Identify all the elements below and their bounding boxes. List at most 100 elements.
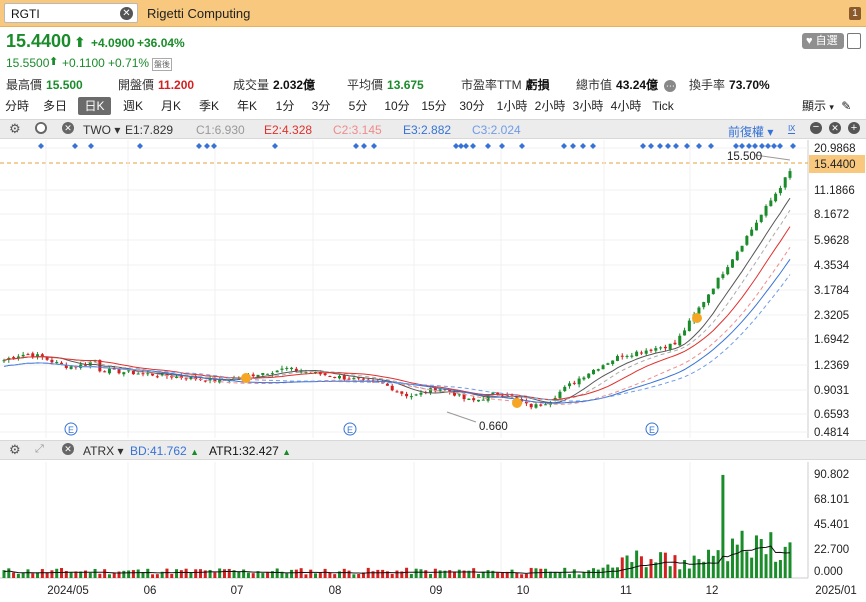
volume-bar [783, 546, 787, 578]
candle-body [778, 188, 782, 194]
volume-bar [754, 535, 758, 578]
volume-bar [438, 570, 442, 578]
tab-yearly[interactable]: 年K [236, 99, 257, 113]
candle-body [596, 369, 600, 371]
tab-multiday[interactable]: 多日 [42, 99, 67, 113]
tab-weekly[interactable]: 週K [122, 99, 143, 113]
volume-bar [486, 570, 490, 578]
candle-body [611, 360, 615, 365]
volume-bar [122, 570, 126, 578]
volume-bar [213, 572, 217, 578]
volume-bar [64, 570, 68, 578]
close-panel-icon[interactable]: ✕ [829, 122, 841, 134]
window-number-badge[interactable]: 1 [849, 7, 861, 20]
volume-bar [558, 572, 562, 578]
tab-15min[interactable]: 15分 [421, 99, 447, 113]
candle-body [69, 366, 73, 370]
tab-3min[interactable]: 3分 [311, 99, 331, 113]
volume-bar [357, 574, 361, 578]
candle-body [716, 277, 720, 289]
time-axis-label: 08 [329, 585, 342, 597]
eye-icon[interactable]: ⬤ [35, 122, 47, 134]
candle-body [683, 330, 687, 336]
candle-body [735, 251, 739, 261]
volume-bar [385, 571, 389, 578]
tab-30min[interactable]: 30分 [459, 99, 485, 113]
tab-tick[interactable]: Tick [652, 99, 674, 113]
stat-average: 平均價 13.675 [347, 78, 424, 92]
candle-body [40, 354, 44, 358]
candle-body [26, 354, 30, 356]
volume-bar [290, 569, 294, 578]
tab-intraday[interactable]: 分時 [4, 99, 29, 113]
candle-body [103, 371, 107, 373]
signal-diamond-marker [673, 143, 679, 149]
volume-bar [12, 572, 16, 578]
close-indicator-icon[interactable]: ✕ [62, 122, 74, 134]
volume-bar [678, 569, 682, 578]
document-icon[interactable] [847, 33, 861, 49]
tab-quarterly[interactable]: 季K [198, 99, 219, 113]
display-menu[interactable]: 顯示 ▾ ✎ [802, 97, 851, 116]
volume-bar [409, 573, 413, 578]
volume-bar [93, 568, 97, 578]
symbol-value: RGTI [11, 7, 40, 21]
watchlist-button[interactable]: ♥ 自選 [802, 33, 844, 49]
volume-bar [548, 571, 552, 578]
volume-bar [160, 571, 164, 578]
earnings-marker [64, 422, 78, 436]
signal-diamond-marker [570, 143, 576, 149]
volume-bar [400, 571, 404, 578]
volume-bar [194, 569, 198, 578]
volume-bar [16, 573, 20, 578]
price-change-pct: +36.04% [137, 36, 185, 50]
volume-bar [131, 570, 135, 578]
candle-body [12, 357, 16, 359]
indicator-name[interactable]: TWO ▾ [83, 123, 121, 137]
signal-diamond-marker [648, 143, 654, 149]
tab-1min[interactable]: 1分 [275, 99, 295, 113]
expand-icon[interactable]: ⤢ [35, 443, 44, 455]
volume-bar [726, 561, 730, 578]
candle-body [520, 399, 524, 403]
price-axis-label: 3.1784 [814, 285, 850, 297]
more-icon[interactable]: ⋯ [664, 80, 677, 92]
candle-body [299, 371, 303, 373]
pen-icon[interactable]: ✎ [841, 99, 852, 113]
tab-4hour[interactable]: 4小時 [610, 99, 642, 113]
tab-monthly[interactable]: 月K [160, 99, 181, 113]
settings-icon[interactable]: ⚙ [9, 121, 21, 136]
clear-icon[interactable]: ✕ [120, 7, 133, 20]
ma-e2-line [3, 226, 791, 401]
stat-turnover: 換手率 73.70% [689, 78, 770, 92]
tab-3hour[interactable]: 3小時 [572, 99, 604, 113]
volume-bar [218, 568, 222, 578]
candle-body [333, 376, 337, 378]
volume-bar [414, 568, 418, 578]
sub-settings-icon[interactable]: ⚙ [9, 442, 21, 457]
zoom-in-icon[interactable]: + [848, 122, 860, 134]
tab-daily[interactable]: 日K [78, 97, 111, 115]
volume-bar [352, 574, 356, 578]
close-sub-indicator-icon[interactable]: ✕ [62, 443, 74, 455]
symbol-search-input[interactable]: RGTI ✕ [4, 3, 138, 23]
candle-body [189, 376, 193, 380]
tab-10min[interactable]: 10分 [384, 99, 410, 113]
adjust-dropdown[interactable]: 前復權 ▾ [728, 125, 774, 139]
log-scale-icon[interactable]: Ⅸ [788, 124, 796, 134]
volume-bar [69, 572, 73, 578]
candle-body [644, 350, 648, 354]
candle-body [146, 373, 150, 375]
candle-body [759, 214, 763, 222]
candle-body [323, 373, 327, 376]
candle-body [592, 369, 595, 375]
tab-1hour[interactable]: 1小時 [496, 99, 528, 113]
sub-indicator-name[interactable]: ATRX ▾ [83, 444, 124, 458]
volume-bar [83, 570, 87, 578]
zoom-out-icon[interactable]: − [810, 122, 822, 134]
volume-bar [702, 561, 706, 578]
candle-body [251, 374, 255, 377]
tab-2hour[interactable]: 2小時 [534, 99, 566, 113]
tab-5min[interactable]: 5分 [348, 99, 368, 113]
